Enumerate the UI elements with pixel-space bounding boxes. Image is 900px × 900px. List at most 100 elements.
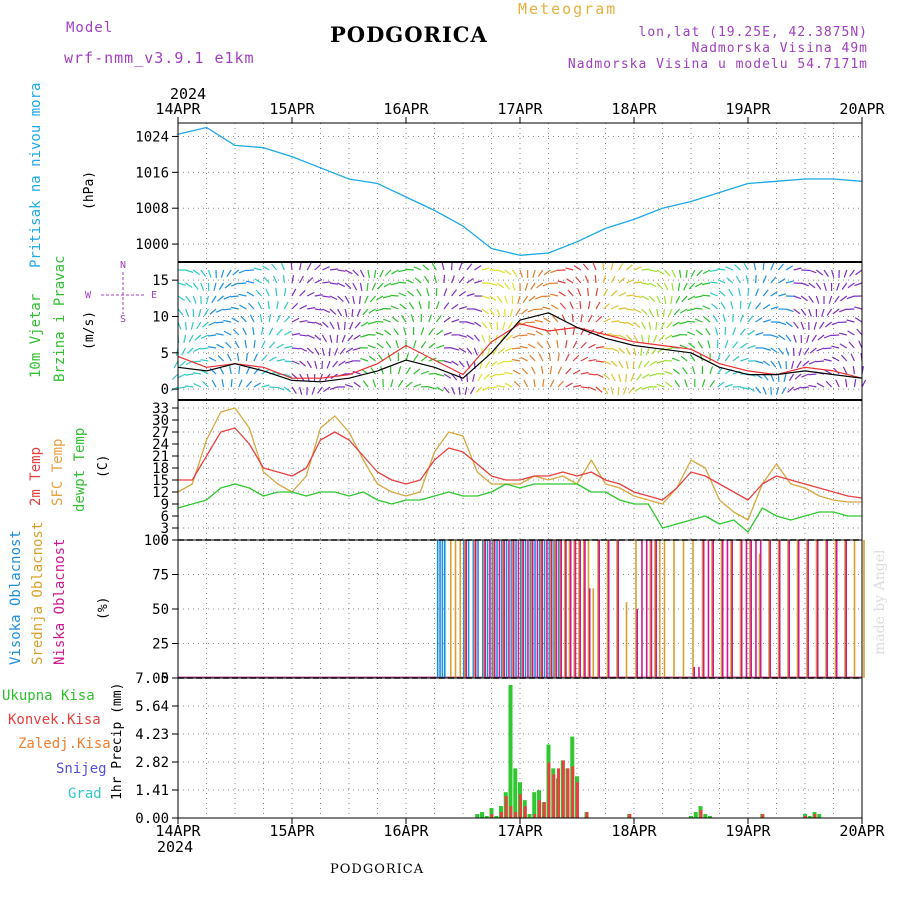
wind-arrow [239, 304, 247, 310]
cloud-low-bar [698, 666, 700, 678]
wind-arrow [405, 268, 414, 271]
precip-conv-bar [533, 814, 537, 818]
wind-arrow [192, 269, 201, 276]
y-tick-label: 12 [152, 485, 169, 501]
wind-arrow [694, 307, 703, 310]
wind-arrow [521, 367, 529, 375]
wind-arrow [679, 344, 688, 349]
wind-arrow [207, 334, 217, 337]
wind-arrow [509, 308, 513, 317]
wind-arrow [717, 268, 726, 271]
wind-arrow [249, 314, 255, 323]
wind-arrow [836, 282, 840, 291]
cloud-high-bar [553, 540, 555, 678]
wind-arrow [666, 321, 673, 329]
precip-total-bar [508, 684, 513, 818]
wind-arrow [672, 321, 680, 327]
wind-arrow [808, 373, 817, 376]
wind-arrow [405, 367, 411, 375]
wind-arrow [371, 282, 377, 291]
wind-arrow [329, 268, 339, 271]
wind-arrow [556, 339, 559, 349]
wind-arrow [188, 334, 194, 343]
wind-arrow [519, 345, 528, 349]
precip-conv-bar [500, 812, 503, 818]
wind-arrow [376, 342, 384, 349]
altitude-label: Nadmorska Visina 49m [691, 41, 868, 56]
cloud-mid-bar [834, 540, 837, 678]
wind-arrow [291, 302, 299, 310]
wind-arrow [517, 295, 521, 304]
wind-arrow [291, 288, 297, 297]
wind-arrow [809, 347, 817, 354]
y-tick-label: 30 [152, 413, 169, 429]
wind-arrow [679, 321, 688, 325]
wind-arrow [800, 321, 805, 330]
wind-arrow [709, 269, 718, 273]
cloud-low-bar [493, 540, 496, 678]
cloud-low-bar [721, 540, 724, 678]
wind-arrow [714, 327, 719, 336]
cloud-high-bar [439, 540, 441, 678]
precip-total-bar [532, 792, 537, 818]
wind-arrow [436, 373, 445, 377]
wind-arrow [793, 267, 802, 271]
wind-arrow [808, 384, 817, 388]
wind-arrow [816, 382, 825, 388]
wind-arrow [770, 262, 775, 271]
wind-arrow [588, 386, 596, 391]
wind-arrow [536, 341, 544, 349]
cloud-mid-bar [777, 540, 780, 678]
wind-arrow [535, 295, 544, 300]
wind-arrow [458, 290, 467, 297]
wind-arrow [185, 282, 193, 289]
wind-arrow [696, 269, 703, 277]
wind-arrow [662, 308, 665, 318]
wind-arrow [610, 304, 619, 310]
wind-arrow [329, 386, 338, 390]
wind-arrow [648, 373, 657, 377]
wind-arrow [559, 302, 567, 310]
wind-arrow [587, 301, 591, 310]
wind-arrow [575, 276, 582, 284]
wind-arrow [307, 321, 316, 324]
wind-arrow [275, 287, 278, 297]
wind-arrow [651, 347, 658, 355]
wind-arrow [497, 360, 506, 365]
wind-arrow [711, 303, 718, 310]
wind-arrow [770, 386, 772, 396]
wind-arrow [839, 308, 848, 313]
wind-arrow [730, 301, 734, 310]
cloud-mid-bar [739, 540, 742, 678]
wind-arrow [846, 295, 855, 300]
wind-arrow [687, 295, 696, 301]
wind-arrow [726, 277, 734, 284]
wind-arrow [853, 379, 857, 388]
wind-arrow [717, 367, 723, 375]
wind-arrow [217, 354, 225, 362]
wind-arrow [344, 282, 352, 290]
wind-arrow [376, 295, 384, 301]
wind-arrow [858, 340, 863, 349]
wind-arrow [403, 327, 407, 336]
wind-arrow [337, 269, 346, 272]
wind-arrow [762, 304, 771, 310]
wind-arrow [216, 343, 224, 349]
wind-arrow [291, 275, 295, 284]
wind-arrow [777, 263, 785, 271]
wind-arrow [511, 282, 516, 291]
wind-arrow [630, 373, 635, 382]
wind-arrow [255, 289, 263, 297]
wind-arrow [299, 319, 308, 323]
wind-arrow [712, 314, 719, 323]
y-tick-label: 0 [161, 533, 169, 549]
wind-arrow [843, 269, 848, 278]
wind-arrow [793, 386, 802, 391]
x-tick-label-top: 16APR [383, 100, 429, 118]
wind-arrow [811, 334, 817, 343]
wind-arrow [193, 347, 202, 352]
wind-arrow [322, 281, 331, 284]
cloud-low-bar [759, 540, 762, 678]
wind-arrow [380, 366, 384, 375]
wind-arrow [502, 321, 506, 330]
